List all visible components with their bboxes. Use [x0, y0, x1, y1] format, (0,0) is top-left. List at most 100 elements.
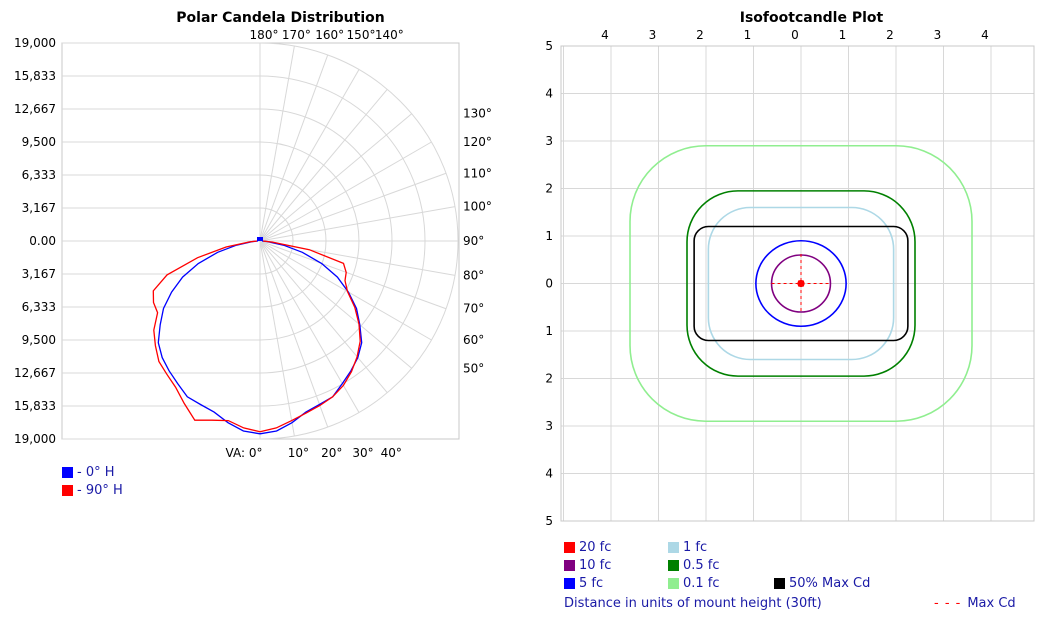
iso-y-tick-label: 2 — [545, 372, 553, 386]
polar-luminaire-marker — [257, 237, 263, 241]
iso-maxcd-point — [798, 280, 804, 287]
iso-y-tick-label: 4 — [545, 87, 553, 101]
legend-label-50maxcd: 50% Max Cd — [789, 575, 871, 591]
polar-series-0h-left — [157, 240, 261, 435]
polar-title: Polar Candela Distribution — [176, 10, 384, 26]
legend-label-10fc: 10 fc — [579, 557, 612, 573]
iso-legend-col-3: 50% Max Cd — [774, 574, 870, 592]
polar-grid-spoke — [259, 172, 447, 242]
legend-item-10fc: 10 fc — [564, 556, 611, 574]
polar-angle-label-right: 60° — [463, 333, 484, 347]
polar-series-90h-left — [152, 240, 261, 433]
iso-x-tick-label: 1 — [744, 28, 752, 42]
legend-item-50maxcd: 50% Max Cd — [774, 574, 870, 592]
maxcd-label: Max Cd — [967, 596, 1016, 611]
legend-item-1fc: 1 fc — [668, 538, 720, 556]
legend-item-5fc: 5 fc — [564, 574, 611, 592]
polar-angle-label-right: 50° — [463, 361, 484, 375]
maxcd-dash-swatch: - - - — [934, 596, 962, 611]
legend-label-20fc: 20 fc — [579, 539, 612, 555]
polar-grid-spoke — [259, 89, 388, 242]
polar-angle-label-top: 170° — [282, 28, 311, 42]
iso-frame — [560, 45, 1035, 522]
iso-distance-note: Distance in units of mount height (30ft) — [564, 596, 822, 611]
polar-angle-label-bottom: VA: 0° — [226, 446, 263, 460]
polar-radial-tick-label: 6,333 — [22, 168, 56, 182]
iso-y-tick-label: 5 — [545, 39, 553, 53]
polar-angle-label-right: 120° — [463, 135, 492, 149]
polar-grid-spoke — [259, 54, 329, 242]
legend-item-90h: - 90° H — [62, 481, 123, 499]
iso-x-tick-label: 0 — [791, 28, 799, 42]
polar-angle-label-right: 80° — [463, 268, 484, 282]
legend-swatch-05fc — [668, 559, 679, 571]
legend-label-05fc: 0.5 fc — [683, 557, 720, 573]
polar-angle-label-top: 160° — [315, 28, 344, 42]
iso-contour-50-max-cd — [693, 225, 909, 342]
polar-grid-spoke — [259, 206, 456, 242]
polar-grid-spoke — [259, 240, 447, 310]
iso-x-tick-label: 3 — [934, 28, 942, 42]
polar-radial-tick-label: 15,833 — [14, 69, 56, 83]
iso-x-tick-label: 2 — [696, 28, 704, 42]
polar-angle-label-right: 110° — [463, 166, 492, 180]
iso-x-tick-label: 1 — [839, 28, 847, 42]
iso-y-tick-label: 1 — [545, 324, 553, 338]
polar-angle-label-bottom: 40° — [381, 446, 402, 460]
polar-angle-label-right: 90° — [463, 234, 484, 248]
polar-radial-tick-label: 9,500 — [22, 333, 56, 347]
legend-item-01fc: 0.1 fc — [668, 574, 720, 592]
polar-grid — [259, 42, 459, 440]
legend-item-20fc: 20 fc — [564, 538, 611, 556]
iso-x-tick-label: 2 — [886, 28, 894, 42]
polar-grid-spoke — [259, 240, 388, 393]
iso-contour-0-1-fc — [629, 144, 973, 423]
polar-radial-tick-label: 19,000 — [14, 36, 56, 50]
polar-grid-spoke — [259, 113, 412, 242]
polar-radial-tick-label: 6,333 — [22, 300, 56, 314]
iso-maxcd-legend: - - - Max Cd — [934, 596, 1016, 611]
iso-contour-1-fc — [707, 206, 895, 361]
polar-radial-tick-label: 19,000 — [14, 432, 56, 446]
iso-title: Isofootcandle Plot — [740, 10, 884, 26]
iso-contour-0-5-fc — [686, 190, 916, 377]
polar-grid-spoke — [259, 240, 329, 428]
polar-radial-tick-label: 3,167 — [22, 201, 56, 215]
legend-swatch-50maxcd — [774, 577, 785, 589]
iso-x-tick-label: 4 — [981, 28, 989, 42]
polar-angle-label-right: 70° — [463, 302, 484, 316]
legend-label-01fc: 0.1 fc — [683, 575, 720, 591]
legend-swatch-0h — [62, 466, 73, 478]
polar-angle-label-top: 140° — [375, 28, 404, 42]
iso-y-tick-label: 1 — [545, 229, 553, 243]
iso-legend-col-2: 1 fc 0.5 fc 0.1 fc — [668, 538, 720, 592]
polar-radial-tick-label: 12,667 — [14, 102, 56, 116]
legend-swatch-1fc — [668, 541, 679, 553]
iso-x-tick-label: 3 — [649, 28, 657, 42]
polar-angle-label-right: 130° — [463, 107, 492, 121]
polar-angle-label-bottom: 10° — [288, 446, 309, 460]
iso-y-tick-label: 0 — [545, 277, 553, 291]
legend-label-90h: - 90° H — [77, 482, 123, 498]
polar-radial-tick-label: 0.00 — [29, 234, 56, 248]
iso-contour-5-fc — [755, 239, 847, 328]
polar-radial-tick-label: 12,667 — [14, 366, 56, 380]
polar-legend: - 0° H - 90° H — [62, 463, 123, 499]
polar-grid-spoke — [259, 240, 412, 369]
polar-radial-tick-label: 3,167 — [22, 267, 56, 281]
legend-swatch-90h — [62, 484, 73, 496]
polar-radial-tick-label: 9,500 — [22, 135, 56, 149]
iso-y-tick-label: 4 — [545, 467, 553, 481]
polar-angle-label-right: 100° — [463, 200, 492, 214]
legend-item-0h: - 0° H — [62, 463, 123, 481]
iso-x-tick-label: 4 — [601, 28, 609, 42]
polar-series-90h-right — [259, 240, 361, 433]
polar-angle-label-top: 180° — [250, 28, 279, 42]
iso-legend-col-1: 20 fc 10 fc 5 fc — [564, 538, 611, 592]
legend-swatch-5fc — [564, 577, 575, 589]
polar-angle-label-top: 150° — [347, 28, 376, 42]
polar-angle-label-bottom: 30° — [352, 446, 373, 460]
legend-swatch-10fc — [564, 559, 575, 571]
iso-y-tick-label: 5 — [545, 514, 553, 528]
